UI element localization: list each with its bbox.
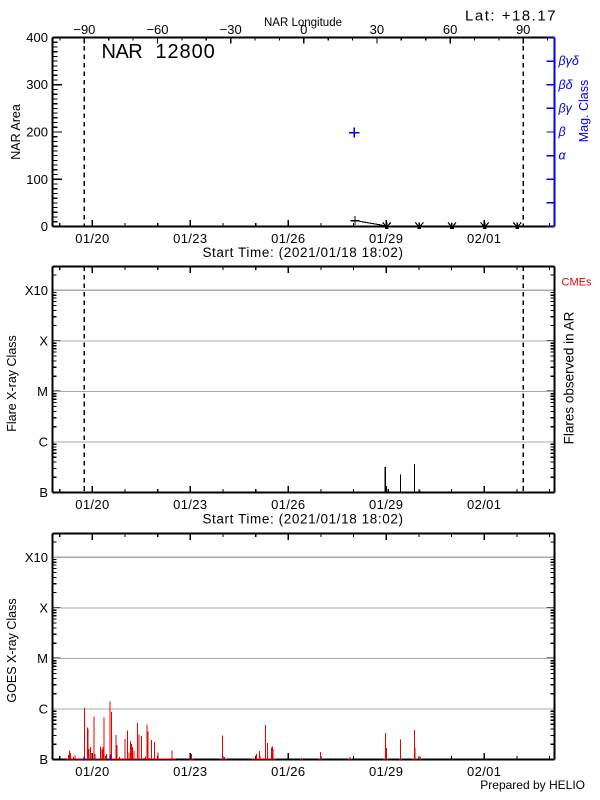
svg-text:02/01: 02/01 [467,764,501,779]
svg-text:NAR: NAR [102,41,143,63]
svg-text:01/20: 01/20 [75,497,109,512]
svg-text:01/29: 01/29 [369,231,403,246]
svg-text:M: M [37,651,48,666]
svg-text:NAR Area: NAR Area [9,104,23,160]
svg-text:CMEs: CMEs [562,277,592,289]
svg-text:01/26: 01/26 [271,497,305,512]
svg-text:60: 60 [443,22,457,37]
svg-text:B: B [39,485,48,500]
svg-text:βγ: βγ [558,101,573,115]
svg-text:β: β [558,125,566,139]
svg-text:01/29: 01/29 [369,764,403,779]
svg-text:X10: X10 [25,283,48,298]
svg-text:X: X [39,333,48,348]
svg-text:Flares observed in AR: Flares observed in AR [562,311,577,444]
svg-text:Prepared by HELIO: Prepared by HELIO [480,778,585,792]
svg-text:Mag. Class: Mag. Class [577,80,591,143]
svg-text:200: 200 [26,125,48,140]
svg-text:01/26: 01/26 [271,764,305,779]
svg-text:Flare X-ray Class: Flare X-ray Class [5,335,19,432]
svg-text:GOES X-ray Class: GOES X-ray Class [5,598,19,702]
svg-text:−60: −60 [146,22,168,37]
svg-text:100: 100 [26,172,48,187]
svg-text:01/20: 01/20 [75,764,109,779]
svg-text:X: X [39,600,48,615]
svg-text:01/26: 01/26 [271,231,305,246]
svg-text:02/01: 02/01 [467,497,501,512]
svg-text:90: 90 [516,22,530,37]
svg-text:01/20: 01/20 [75,231,109,246]
svg-text:Start Time: (2021/01/18 18:02): Start Time: (2021/01/18 18:02) [202,512,403,527]
svg-text:βγδ: βγδ [558,54,580,68]
svg-text:βδ: βδ [558,78,574,92]
svg-text:300: 300 [26,77,48,92]
svg-text:0: 0 [41,219,48,234]
svg-text:01/23: 01/23 [173,231,207,246]
svg-text:01/23: 01/23 [173,764,207,779]
svg-text:Start Time: (2021/01/18 18:02): Start Time: (2021/01/18 18:02) [202,245,403,260]
svg-text:C: C [39,702,48,717]
svg-text:02/01: 02/01 [467,231,501,246]
svg-text:Lat: +18.17: Lat: +18.17 [465,8,557,25]
svg-text:0: 0 [300,22,307,37]
svg-text:400: 400 [26,30,48,45]
svg-text:−90: −90 [73,22,95,37]
svg-text:30: 30 [370,22,384,37]
svg-text:01/23: 01/23 [173,497,207,512]
svg-text:C: C [39,434,48,449]
svg-text:−30: −30 [220,22,242,37]
svg-text:B: B [39,752,48,767]
svg-text:M: M [37,384,48,399]
svg-text:α: α [559,149,567,163]
svg-text:X10: X10 [25,550,48,565]
svg-text:01/29: 01/29 [369,497,403,512]
svg-text:NAR Longitude: NAR Longitude [264,17,342,29]
svg-text:12800: 12800 [156,41,216,63]
